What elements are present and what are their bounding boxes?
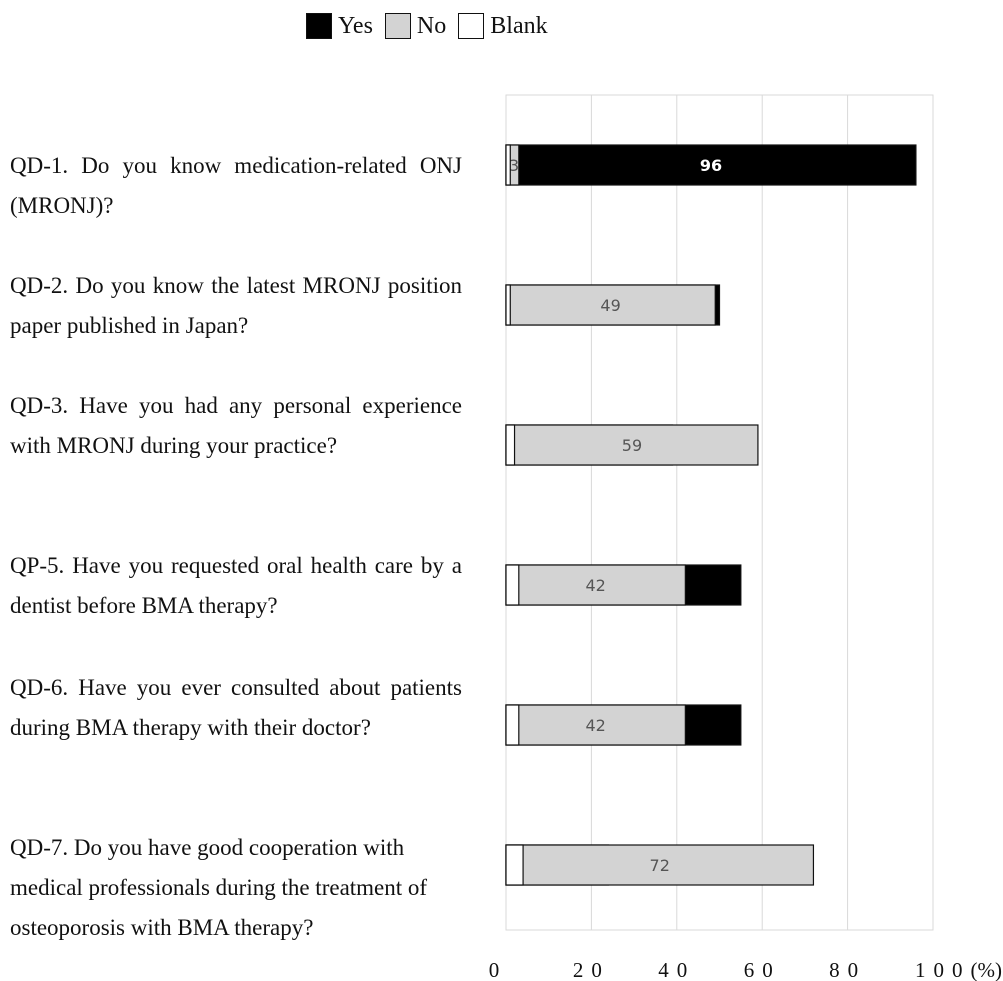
x-tick-label: 80 bbox=[829, 958, 866, 981]
question-label-qd3: QD-3. Have you had any personal experien… bbox=[10, 393, 462, 458]
bar-blank-0 bbox=[505, 144, 511, 186]
bar-blank-5 bbox=[505, 844, 524, 886]
legend-swatch-yes bbox=[306, 13, 332, 39]
chart-legend: Yes No Blank bbox=[306, 8, 554, 44]
question-label-qd7: QD-7. Do you have good cooperation with … bbox=[10, 835, 428, 940]
x-tick-label: 60 bbox=[744, 958, 781, 981]
data-label-no-3: 42 bbox=[585, 576, 605, 595]
legend-item-yes: Yes bbox=[306, 13, 373, 40]
legend-label-yes: Yes bbox=[338, 12, 373, 39]
bar-no-3 bbox=[505, 564, 686, 606]
data-label-no-4: 42 bbox=[585, 716, 605, 735]
x-tick-label: 100(%) bbox=[915, 958, 1002, 981]
data-label-no-0: 3 bbox=[509, 156, 519, 175]
bar-no-1 bbox=[505, 284, 716, 326]
question-label-qd6: QD-6. Have you ever consulted about pati… bbox=[10, 675, 462, 740]
bar-no-2 bbox=[505, 424, 759, 466]
question-label-qp5: QP-5. Have you requested oral health car… bbox=[10, 553, 462, 618]
x-tick-label: 0 bbox=[489, 958, 508, 981]
data-label-no-2: 59 bbox=[622, 436, 642, 455]
legend-label-blank: Blank bbox=[490, 12, 548, 39]
legend-label-no: No bbox=[416, 12, 447, 39]
question-label-qd2: QD-2. Do you know the latest MRONJ posit… bbox=[10, 273, 462, 338]
bar-blank-2 bbox=[505, 424, 516, 466]
x-tick-label: 20 bbox=[573, 958, 610, 981]
bar-no-4 bbox=[505, 704, 686, 746]
bar-blank-1 bbox=[505, 284, 511, 326]
x-axis-unit: (%) bbox=[971, 958, 1002, 981]
question-label-qd1: QD-1. Do you know medication-related ONJ… bbox=[10, 153, 462, 218]
legend-swatch-blank bbox=[458, 13, 485, 39]
plot-area-border bbox=[505, 94, 934, 931]
data-label-no-1: 49 bbox=[600, 296, 620, 315]
data-label-yes-0: 96 bbox=[700, 156, 722, 175]
legend-item-no: No bbox=[384, 12, 447, 40]
x-tick-label: 40 bbox=[658, 958, 695, 981]
bar-blank-4 bbox=[505, 704, 520, 746]
legend-item-blank: Blank bbox=[458, 12, 548, 40]
legend-swatch-no bbox=[384, 13, 411, 39]
data-label-no-5: 72 bbox=[650, 856, 670, 875]
bar-blank-3 bbox=[505, 564, 520, 606]
